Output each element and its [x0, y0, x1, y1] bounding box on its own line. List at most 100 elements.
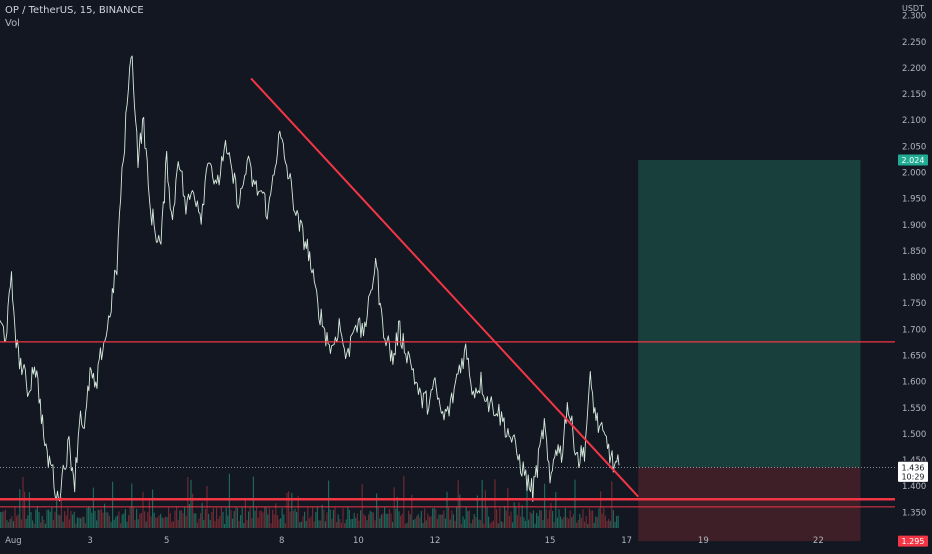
volume-bar — [515, 506, 517, 528]
volume-bar — [201, 502, 203, 528]
volume-bar — [216, 507, 218, 528]
volume-bar — [307, 507, 309, 528]
volume-bar — [254, 510, 256, 528]
price-badge-label: 2.024 — [902, 156, 925, 165]
volume-bar — [476, 495, 478, 528]
y-tick-label: 1.500 — [902, 430, 926, 440]
chart-header: OP / TetherUS, 15, BINANCE Vol — [5, 4, 144, 30]
volume-bar — [35, 509, 37, 528]
volume-bar — [553, 522, 555, 528]
volume-bar — [467, 511, 469, 528]
volume-bar — [331, 518, 333, 528]
volume-bar — [88, 506, 90, 528]
volume-bar — [499, 507, 501, 528]
volume-bar — [144, 511, 146, 528]
volume-bar — [17, 514, 19, 528]
volume-bar — [582, 509, 584, 528]
volume-bar — [188, 504, 190, 528]
volume-bar — [128, 515, 130, 528]
volume-bar — [534, 523, 536, 528]
volume-bar — [193, 513, 195, 528]
volume-bar — [262, 512, 264, 528]
volume-bar — [550, 502, 552, 528]
volume-bar — [137, 519, 139, 528]
volume-bar — [44, 523, 46, 528]
volume-bar — [502, 522, 504, 528]
volume-bar — [64, 511, 66, 528]
volume-bar — [592, 510, 594, 528]
volume-bar — [76, 517, 78, 528]
volume-bar — [388, 509, 390, 528]
volume-bar — [112, 481, 114, 528]
volume-bar — [25, 518, 27, 528]
volume-bar — [240, 515, 242, 528]
volume-bar — [396, 497, 398, 528]
volume-bar — [424, 508, 426, 528]
volume-bar — [294, 508, 296, 528]
volume-bar — [48, 509, 50, 528]
volume-bar — [12, 521, 14, 528]
volume-bar — [108, 516, 110, 528]
volume-bar — [412, 519, 414, 528]
volume-bar — [360, 510, 362, 528]
volume-bar — [574, 479, 576, 528]
volume-bar — [313, 521, 315, 528]
volume-bar — [139, 513, 141, 528]
volume-bar — [152, 489, 154, 528]
volume-bar — [190, 479, 192, 528]
volume-bar — [529, 512, 531, 528]
volume-bar — [443, 510, 445, 528]
volume-bar — [518, 502, 520, 528]
volume-bar — [454, 520, 456, 528]
volume-bar — [422, 523, 424, 528]
volume-bar — [227, 515, 229, 528]
volume-bar — [20, 519, 22, 528]
volume-bar — [163, 518, 165, 528]
volume-bar — [428, 516, 430, 528]
volume-bar — [435, 509, 437, 528]
volume-bar — [368, 514, 370, 528]
volume-bar — [456, 506, 458, 528]
volume-bar — [203, 519, 205, 528]
volume-bar — [548, 510, 550, 528]
volume-bar — [24, 491, 26, 528]
volume-bar — [158, 515, 160, 528]
volume-bar — [494, 479, 496, 528]
volume-bar — [438, 514, 440, 528]
volume-bar — [131, 483, 133, 528]
volume-bar — [267, 514, 269, 528]
volume-bar — [427, 513, 429, 528]
x-tick-label: 12 — [430, 536, 441, 546]
volume-bar — [81, 516, 83, 528]
volume-bar — [224, 523, 226, 528]
volume-bar — [380, 514, 382, 528]
volume-bar — [99, 510, 101, 528]
volume-bar — [481, 479, 483, 528]
volume-bar — [489, 523, 491, 528]
volume-bar — [321, 504, 323, 528]
volume-bar — [208, 513, 210, 528]
volume-bar — [401, 513, 403, 528]
volume-bar — [532, 510, 534, 528]
volume-bar — [272, 509, 274, 528]
volume-bar — [118, 511, 120, 528]
volume-bar — [580, 517, 582, 528]
y-tick-label: 1.750 — [902, 299, 926, 309]
volume-bar — [564, 507, 566, 528]
volume-bar — [280, 518, 282, 528]
volume-bar — [579, 513, 581, 528]
volume-bar — [352, 518, 354, 528]
price-badge — [898, 461, 928, 473]
volume-bar — [233, 510, 235, 528]
volume-bar — [376, 493, 378, 528]
volume-bar — [483, 523, 485, 528]
volume-bar — [140, 512, 142, 528]
volume-bar — [113, 519, 115, 528]
trendline — [250, 77, 639, 498]
volume-bar — [273, 514, 275, 528]
volume-bar — [563, 516, 565, 528]
volume-bar — [561, 519, 563, 528]
volume-bar — [105, 511, 107, 528]
